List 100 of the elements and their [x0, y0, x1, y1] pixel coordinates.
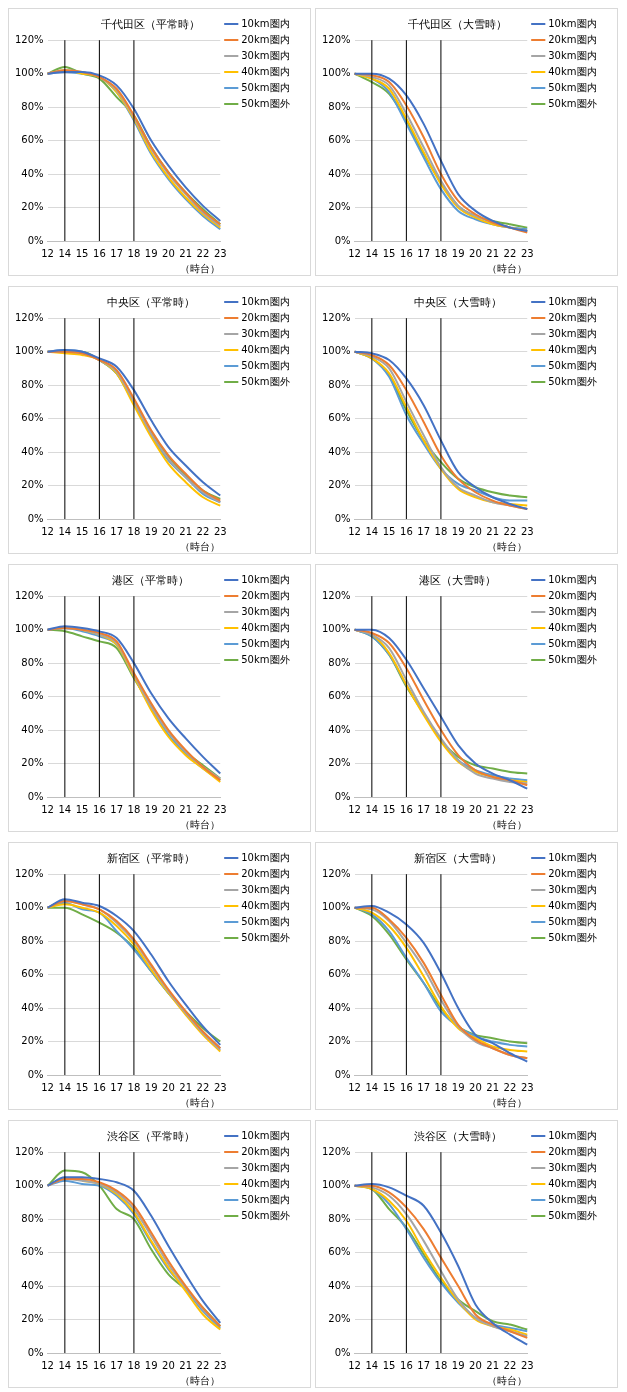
legend-label: 10km圏内	[548, 17, 597, 29]
x-tick-label: 16	[93, 525, 106, 537]
chart-title: 港区（大雪時）	[419, 574, 496, 588]
x-tick-label: 18	[127, 1359, 141, 1371]
x-tick-label: 15	[75, 1359, 89, 1371]
legend-label: 30km圏内	[548, 327, 597, 339]
x-tick-label: 22	[503, 1081, 517, 1093]
x-tick-label: 20	[162, 1359, 175, 1371]
y-tick-label: 80%	[21, 656, 44, 668]
x-tick-label: 16	[93, 1359, 106, 1371]
y-tick-label: 120%	[322, 589, 351, 601]
legend-label: 20km圏内	[241, 33, 290, 45]
legend-label: 20km圏内	[548, 867, 597, 879]
y-tick-label: 60%	[328, 968, 351, 980]
legend-label: 10km圏内	[548, 851, 597, 863]
x-tick-label: 20	[162, 247, 175, 259]
y-tick-label: 100%	[15, 623, 44, 635]
y-tick-label: 20%	[21, 201, 44, 213]
x-tick-label: 22	[503, 525, 517, 537]
y-tick-label: 80%	[21, 1212, 44, 1224]
y-tick-label: 120%	[322, 33, 351, 45]
x-tick-label: 17	[110, 525, 124, 537]
legend-label: 20km圏内	[241, 589, 290, 601]
y-tick-label: 120%	[15, 867, 44, 879]
x-tick-label: 20	[469, 525, 482, 537]
legend-label: 40km圏内	[241, 621, 290, 633]
legend-label: 30km圏内	[241, 49, 290, 61]
chart-title: 新宿区（大雪時）	[413, 852, 502, 866]
x-tick-label: 20	[469, 247, 482, 259]
legend-label: 50km圏内	[241, 81, 290, 93]
y-tick-label: 0%	[334, 512, 351, 524]
legend-label: 40km圏内	[548, 1177, 597, 1189]
legend-label: 10km圏内	[241, 1129, 290, 1141]
legend-label: 50km圏外	[548, 97, 597, 109]
x-tick-label: 16	[400, 247, 413, 259]
legend-label: 10km圏内	[548, 1129, 597, 1141]
legend-label: 10km圏内	[241, 573, 290, 585]
x-tick-label: 18	[127, 247, 141, 259]
y-tick-label: 60%	[21, 690, 44, 702]
chart-title: 渋谷区（大雪時）	[413, 1130, 502, 1144]
x-tick-label: 16	[400, 525, 413, 537]
x-tick-label: 12	[348, 1081, 361, 1093]
legend-label: 50km圏外	[241, 375, 290, 387]
x-tick-label: 12	[41, 803, 54, 815]
legend-label: 50km圏内	[241, 915, 290, 927]
x-tick-label: 19	[144, 525, 158, 537]
x-tick-label: 15	[382, 1081, 396, 1093]
x-tick-label: 14	[58, 1081, 72, 1093]
x-tick-label: 20	[162, 525, 175, 537]
y-tick-label: 20%	[21, 1313, 44, 1325]
x-tick-label: 15	[75, 803, 89, 815]
y-tick-label: 60%	[21, 134, 44, 146]
x-axis-title: （時台）	[180, 1096, 221, 1108]
x-tick-label: 19	[144, 247, 158, 259]
legend-label: 50km圏内	[548, 1193, 597, 1205]
y-tick-label: 60%	[328, 412, 351, 424]
legend-label: 50km圏外	[548, 375, 597, 387]
x-tick-label: 12	[348, 525, 361, 537]
y-tick-label: 100%	[322, 901, 351, 913]
x-tick-label: 15	[382, 1359, 396, 1371]
y-tick-label: 60%	[328, 1246, 351, 1258]
y-tick-label: 40%	[328, 1001, 351, 1013]
y-tick-label: 0%	[27, 234, 44, 246]
y-tick-label: 40%	[21, 1001, 44, 1013]
x-tick-label: 21	[486, 1359, 500, 1371]
x-tick-label: 17	[417, 803, 431, 815]
legend-label: 20km圏内	[241, 1145, 290, 1157]
chart-title: 新宿区（平常時）	[106, 852, 195, 866]
legend-label: 50km圏内	[241, 359, 290, 371]
x-tick-label: 18	[127, 1081, 141, 1093]
x-tick-label: 19	[144, 1081, 158, 1093]
x-tick-label: 17	[417, 1081, 431, 1093]
x-axis-title: （時台）	[487, 818, 528, 830]
x-tick-label: 14	[58, 525, 72, 537]
y-tick-label: 60%	[328, 690, 351, 702]
legend-label: 50km圏内	[241, 1193, 290, 1205]
legend-label: 30km圏内	[241, 1161, 290, 1173]
y-tick-label: 100%	[322, 345, 351, 357]
x-tick-label: 22	[196, 247, 210, 259]
y-tick-label: 20%	[21, 479, 44, 491]
x-tick-label: 23	[520, 803, 534, 815]
x-tick-label: 14	[365, 1081, 379, 1093]
x-tick-label: 19	[451, 525, 465, 537]
x-tick-label: 16	[400, 1081, 413, 1093]
x-axis-title: （時台）	[487, 540, 528, 552]
legend-label: 20km圏内	[548, 1145, 597, 1157]
x-tick-label: 20	[162, 803, 175, 815]
x-tick-label: 12	[41, 1081, 54, 1093]
legend-label: 50km圏内	[241, 637, 290, 649]
x-tick-label: 19	[144, 1359, 158, 1371]
x-tick-label: 21	[179, 1359, 193, 1371]
x-tick-label: 15	[75, 525, 89, 537]
legend-label: 50km圏外	[241, 1209, 290, 1221]
x-tick-label: 17	[110, 1081, 124, 1093]
y-tick-label: 120%	[15, 1145, 44, 1157]
x-tick-label: 16	[400, 1359, 413, 1371]
x-tick-label: 19	[451, 247, 465, 259]
legend-label: 30km圏内	[548, 883, 597, 895]
x-tick-label: 12	[41, 1359, 54, 1371]
x-tick-label: 14	[365, 1359, 379, 1371]
